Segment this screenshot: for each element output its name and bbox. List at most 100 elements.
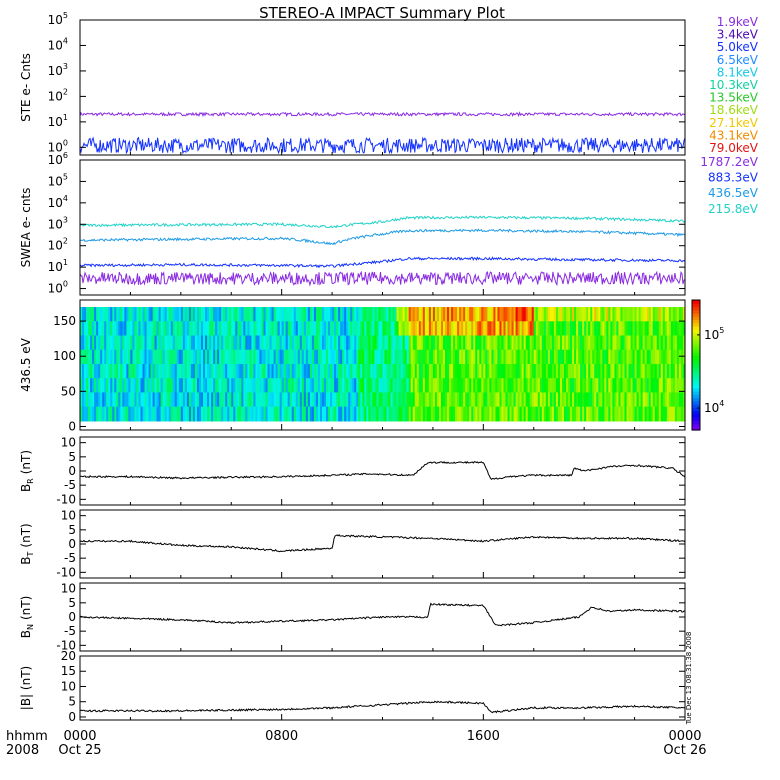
heatmap-cell bbox=[350, 321, 353, 337]
heatmap-cell bbox=[207, 378, 210, 394]
heatmap-cell bbox=[445, 378, 448, 394]
heatmap-cell bbox=[598, 349, 601, 365]
heatmap-cell bbox=[551, 335, 555, 351]
heatmap-cell bbox=[628, 321, 632, 337]
legend-label: 43.1keV bbox=[709, 128, 759, 142]
heatmap-cell bbox=[501, 406, 505, 422]
heatmap-cell bbox=[356, 307, 359, 322]
heatmap-cell bbox=[112, 349, 115, 365]
heatmap-cell bbox=[535, 307, 539, 322]
heatmap-cell bbox=[376, 363, 380, 379]
heatmap-cell bbox=[537, 392, 541, 408]
heatmap-cell bbox=[283, 363, 287, 379]
heatmap-cell bbox=[152, 363, 156, 379]
heatmap-cell bbox=[267, 392, 271, 408]
heatmap-cell bbox=[96, 406, 99, 422]
heatmap-cell bbox=[299, 378, 303, 394]
heatmap-cell bbox=[416, 363, 420, 379]
heatmap-cell bbox=[90, 335, 93, 351]
heatmap-cell bbox=[648, 406, 652, 422]
heatmap-cell bbox=[632, 378, 636, 394]
heatmap-cell bbox=[350, 392, 353, 408]
heatmap-cell bbox=[150, 307, 154, 322]
heatmap-cell bbox=[497, 307, 501, 322]
heatmap-cell bbox=[541, 363, 545, 379]
heatmap-cell bbox=[582, 378, 585, 394]
heatmap-cell bbox=[360, 349, 363, 365]
heatmap-cell bbox=[235, 363, 238, 379]
heatmap-cell bbox=[412, 406, 416, 422]
heatmap-cell bbox=[582, 406, 585, 422]
heatmap-cell bbox=[110, 406, 113, 422]
heatmap-cell bbox=[100, 378, 103, 394]
heatmap-cell bbox=[178, 335, 182, 351]
heatmap-cell bbox=[650, 307, 654, 322]
heatmap-cell bbox=[547, 321, 551, 337]
heatmap-cell bbox=[287, 406, 291, 422]
colorbar-segment bbox=[692, 352, 700, 356]
heatmap-cell bbox=[120, 335, 123, 351]
heatmap-cell bbox=[241, 321, 244, 337]
heatmap-cell bbox=[178, 321, 182, 337]
heatmap-cell bbox=[501, 378, 505, 394]
heatmap-cell bbox=[253, 349, 257, 365]
y-axis-label: 436.5 eV bbox=[19, 337, 33, 392]
heatmap-cell bbox=[505, 406, 509, 422]
heatmap-cell bbox=[463, 307, 466, 322]
heatmap-cell bbox=[94, 378, 97, 394]
heatmap-cell bbox=[501, 321, 505, 337]
heatmap-cell bbox=[146, 321, 150, 337]
heatmap-cell bbox=[414, 307, 418, 322]
heatmap-cell bbox=[247, 321, 250, 337]
heatmap-cell bbox=[205, 392, 208, 408]
heatmap-cell bbox=[217, 363, 220, 379]
heatmap-cell bbox=[533, 335, 537, 351]
heatmap-cell bbox=[164, 335, 168, 351]
heatmap-cell bbox=[88, 406, 91, 422]
heatmap-cell bbox=[352, 307, 355, 322]
heatmap-cell bbox=[259, 392, 263, 408]
heatmap-cell bbox=[430, 406, 434, 422]
heatmap-cell bbox=[674, 392, 678, 408]
heatmap-cell bbox=[213, 378, 216, 394]
y-tick-label: 101 bbox=[48, 258, 68, 274]
heatmap-cell bbox=[477, 335, 480, 351]
heatmap-cell bbox=[247, 392, 250, 408]
heatmap-cell bbox=[201, 392, 204, 408]
heatmap-cell bbox=[346, 392, 349, 408]
heatmap-cell bbox=[598, 307, 601, 322]
heatmap-cell bbox=[604, 321, 607, 337]
y-tick-label: 150 bbox=[53, 314, 76, 328]
heatmap-cell bbox=[344, 363, 347, 379]
heatmap-cell bbox=[473, 363, 476, 379]
heatmap-cell bbox=[241, 406, 244, 422]
heatmap-cell bbox=[384, 335, 388, 351]
heatmap-cell bbox=[322, 349, 325, 365]
heatmap-cell bbox=[416, 349, 420, 365]
y-tick-label: 102 bbox=[48, 87, 68, 103]
heatmap-cell bbox=[660, 406, 664, 422]
heatmap-cell bbox=[380, 335, 384, 351]
heatmap-cell bbox=[259, 321, 263, 337]
heatmap-cell bbox=[475, 321, 478, 337]
series-group bbox=[80, 700, 685, 714]
heatmap-cell bbox=[461, 363, 464, 379]
heatmap-cell bbox=[654, 363, 658, 379]
heatmap-cell bbox=[338, 321, 341, 337]
heatmap-cell bbox=[281, 349, 285, 365]
heatmap-cell bbox=[648, 363, 652, 379]
heatmap-cell bbox=[281, 363, 285, 379]
heatmap-cell bbox=[453, 335, 456, 351]
heatmap-cell bbox=[541, 349, 545, 365]
heatmap-cell bbox=[98, 378, 101, 394]
heatmap-cell bbox=[130, 392, 134, 408]
heatmap-cell bbox=[596, 363, 599, 379]
heatmap-cell bbox=[410, 349, 414, 365]
heatmap-cell bbox=[463, 363, 466, 379]
heatmap-cell bbox=[388, 335, 392, 351]
heatmap-cell bbox=[281, 321, 285, 337]
heatmap-cell bbox=[507, 335, 511, 351]
heatmap-cell bbox=[670, 406, 674, 422]
heatmap-cell bbox=[364, 307, 367, 322]
heatmap-cell bbox=[86, 335, 89, 351]
